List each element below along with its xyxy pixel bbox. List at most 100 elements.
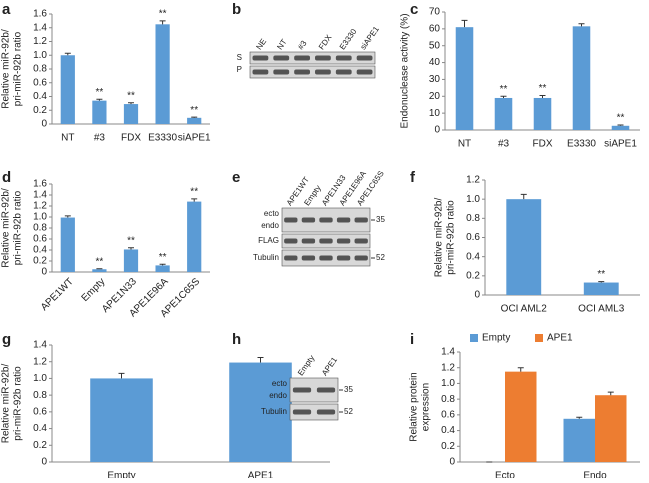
row-label: endo: [261, 221, 279, 230]
panel-letter: c: [410, 1, 418, 18]
y-tick-label: 60: [429, 23, 441, 34]
y-tick-label: 10: [429, 108, 441, 119]
y-tick-label: 0.8: [441, 394, 455, 405]
error-bar: [617, 124, 624, 126]
y-tick-label: 0.8: [466, 213, 480, 224]
bar: [533, 97, 552, 130]
y-tick-label: 0.4: [33, 245, 47, 256]
blot-box: [249, 51, 376, 65]
y-tick-label: 20: [429, 91, 441, 102]
y-tick-label: 1.0: [441, 378, 455, 389]
legend-swatch: [470, 334, 478, 342]
blot-band: [284, 217, 298, 223]
y-axis-label: pri-miR-92b ratio: [13, 31, 24, 106]
y-tick-label: 1.2: [33, 36, 47, 47]
bar: [155, 24, 170, 124]
bar: [187, 201, 202, 272]
error-bar: [539, 94, 546, 98]
error-bar: [520, 193, 527, 200]
x-tick-label: NT: [61, 133, 74, 144]
y-tick-label: 40: [429, 57, 441, 68]
marker-label: 52: [344, 407, 353, 416]
y-tick-label: 1.2: [33, 201, 47, 212]
y-tick-label: 1.6: [33, 9, 47, 20]
y-tick-label: 0.4: [33, 91, 47, 102]
blot-band: [356, 55, 373, 61]
y-tick-label: 70: [429, 7, 441, 18]
marker-label: 52: [376, 253, 385, 262]
bar: [229, 362, 292, 462]
blot-band: [336, 255, 351, 261]
y-tick-label: 0: [41, 457, 47, 468]
y-tick-label: 0.4: [441, 425, 455, 436]
blot-band: [336, 217, 351, 223]
y-axis-label: Relative miR-92b/: [1, 29, 12, 109]
blot-band: [273, 55, 290, 61]
blot-band: [315, 55, 331, 61]
bar: [595, 395, 627, 462]
x-tick-label: FDX: [121, 133, 141, 144]
blot-band: [315, 69, 331, 75]
y-tick-label: 0.6: [33, 406, 47, 417]
error-bar: [257, 357, 264, 363]
y-tick-label: 1.2: [33, 356, 47, 367]
panel-letter: b: [232, 1, 241, 18]
x-tick-label: APE1WT: [39, 276, 76, 313]
y-tick-label: 0.6: [466, 232, 480, 243]
y-tick-label: 0.6: [441, 409, 455, 420]
x-tick-label: E3330: [148, 133, 177, 144]
lane-label: Empty: [296, 354, 316, 378]
y-tick-label: 1.4: [33, 22, 47, 33]
y-tick-label: 1.0: [466, 194, 480, 205]
panel-letter: e: [232, 169, 240, 186]
panel-letter: d: [2, 169, 11, 186]
marker-label: 35: [376, 215, 385, 224]
bar: [60, 217, 75, 272]
x-tick-label: Empty: [80, 276, 108, 304]
y-axis-label: Endonuclease activity (%): [400, 13, 411, 128]
blot-band: [301, 238, 316, 244]
blot-band: [335, 55, 352, 61]
x-tick-label: NT: [458, 139, 471, 150]
significance: **: [127, 235, 135, 246]
error-bar: [96, 268, 103, 270]
blot-band: [294, 55, 310, 61]
lane-label: FDX: [317, 33, 334, 52]
bar: [455, 27, 474, 130]
error-bar: [64, 215, 71, 218]
y-tick-label: 1.0: [33, 212, 47, 223]
blot-band: [252, 69, 269, 75]
bar: [572, 26, 591, 131]
error-bar: [598, 281, 605, 283]
blot-band: [252, 55, 269, 61]
legend-label: APE1: [547, 333, 573, 344]
significance: **: [190, 105, 198, 116]
bar: [123, 249, 139, 272]
bar: [60, 55, 75, 124]
y-tick-label: 0.2: [441, 441, 455, 452]
error-bar: [96, 98, 103, 101]
y-tick-label: 50: [429, 40, 441, 51]
blot-band: [354, 217, 368, 223]
panel-letter: i: [410, 331, 414, 348]
y-axis-label: Relative miR-92b/: [1, 188, 12, 268]
y-axis-label: Relative miR-92b/: [1, 364, 12, 444]
bar: [123, 104, 139, 124]
x-tick-label: APE1: [248, 471, 274, 478]
blot-band: [319, 255, 333, 261]
x-tick-label: OCI AML3: [578, 304, 625, 315]
blot-band: [356, 69, 373, 75]
x-tick-label: OCI AML2: [501, 304, 548, 315]
error-bar: [578, 23, 585, 27]
bar: [187, 117, 202, 124]
y-axis-label: pri-miR-92b ratio: [13, 366, 24, 441]
blot-box: [289, 403, 339, 421]
blot-band: [319, 238, 333, 244]
blot-band: [294, 69, 310, 75]
error-bar: [159, 263, 166, 266]
significance: **: [597, 269, 605, 280]
row-label: Tubulin: [253, 253, 279, 262]
lane-label: NE: [254, 37, 268, 51]
blot-band: [301, 255, 316, 261]
